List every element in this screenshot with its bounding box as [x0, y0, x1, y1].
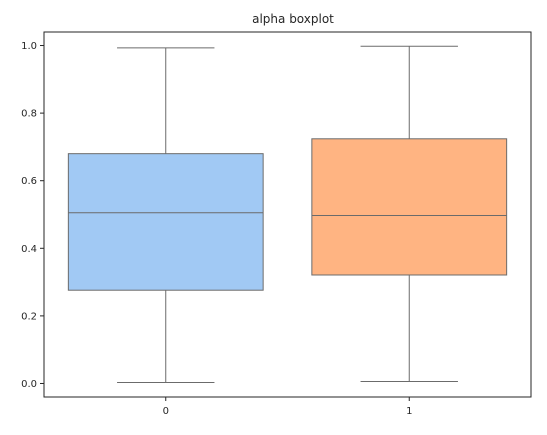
y-tick-label: 0.8	[21, 109, 37, 120]
y-tick-label: 0.6	[21, 176, 37, 187]
axis-layer: 0.0 0.2 0.4 0.6 0.8 1.0 0 1	[21, 41, 412, 417]
iqr-box	[311, 138, 508, 276]
box-group-0	[67, 47, 264, 383]
y-tick-label: 0.2	[21, 311, 37, 322]
iqr-box	[67, 153, 264, 291]
y-tick-label: 0.4	[21, 244, 37, 255]
boxes-layer	[67, 45, 508, 383]
x-tick-label: 0	[163, 406, 169, 417]
chart-title: alpha boxplot	[252, 12, 334, 26]
y-tick-label: 1.0	[21, 41, 37, 52]
plot-frame	[43, 31, 532, 398]
box-group-1	[311, 45, 508, 382]
x-tick-label: 1	[406, 406, 412, 417]
y-tick-label: 0.0	[21, 379, 37, 390]
